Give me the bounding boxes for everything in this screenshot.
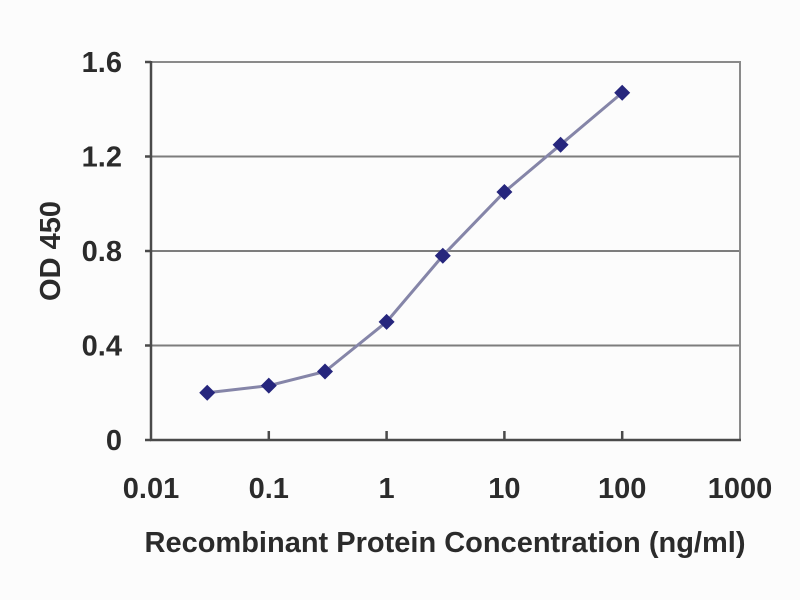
tick-label-layer: 0.01 0.1 1 10 100 1000 0 0.4 0.8 1.2 1.6: [82, 47, 773, 505]
data-point-marker: [378, 313, 395, 330]
data-point-marker: [496, 183, 513, 200]
tick-mark-layer: [145, 60, 624, 442]
data-point-marker: [199, 384, 216, 401]
x-tick-label: 10: [488, 473, 520, 505]
x-axis-title: Recombinant Protein Concentration (ng/ml…: [145, 527, 746, 559]
x-tick-label: 0.1: [249, 473, 289, 505]
y-axis-title: OD 450: [35, 201, 67, 301]
y-tick-label: 0.4: [82, 331, 122, 363]
data-point-marker: [260, 377, 277, 394]
y-tick-label: 0: [106, 425, 122, 457]
data-series-line: [207, 91, 624, 395]
x-tick-label: 1: [379, 473, 395, 505]
data-point-marker: [317, 363, 334, 380]
x-tick-label: 100: [598, 473, 646, 505]
data-point-marker: [552, 136, 569, 153]
data-point-marker: [614, 84, 631, 101]
y-tick-label: 1.6: [82, 47, 122, 79]
x-tick-label: 1000: [708, 473, 773, 505]
y-tick-label: 0.8: [82, 236, 122, 268]
x-tick-label: 0.01: [123, 473, 179, 505]
y-tick-label: 1.2: [82, 142, 122, 174]
data-point-marker: [434, 247, 451, 264]
data-series-layer: [199, 84, 631, 401]
